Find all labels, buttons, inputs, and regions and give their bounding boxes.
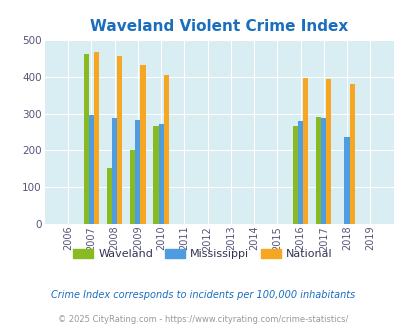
Bar bbox=[158, 124, 163, 224]
Bar bbox=[140, 65, 145, 224]
Bar bbox=[107, 168, 112, 224]
Bar bbox=[112, 117, 117, 224]
Bar bbox=[297, 121, 303, 224]
Bar bbox=[320, 118, 326, 224]
Text: © 2025 CityRating.com - https://www.cityrating.com/crime-statistics/: © 2025 CityRating.com - https://www.city… bbox=[58, 315, 347, 324]
Bar bbox=[326, 79, 330, 224]
Legend: Waveland, Mississippi, National: Waveland, Mississippi, National bbox=[68, 244, 337, 263]
Bar bbox=[349, 83, 354, 224]
Bar bbox=[117, 56, 122, 224]
Bar bbox=[163, 75, 168, 224]
Bar bbox=[315, 117, 320, 224]
Bar bbox=[303, 78, 307, 224]
Bar bbox=[135, 120, 140, 224]
Title: Waveland Violent Crime Index: Waveland Violent Crime Index bbox=[90, 19, 347, 34]
Bar bbox=[83, 54, 89, 224]
Bar bbox=[130, 150, 135, 224]
Bar bbox=[292, 126, 297, 224]
Bar bbox=[153, 126, 158, 224]
Text: Crime Index corresponds to incidents per 100,000 inhabitants: Crime Index corresponds to incidents per… bbox=[51, 290, 354, 300]
Bar bbox=[89, 115, 94, 224]
Bar bbox=[343, 137, 349, 224]
Bar bbox=[94, 52, 99, 224]
